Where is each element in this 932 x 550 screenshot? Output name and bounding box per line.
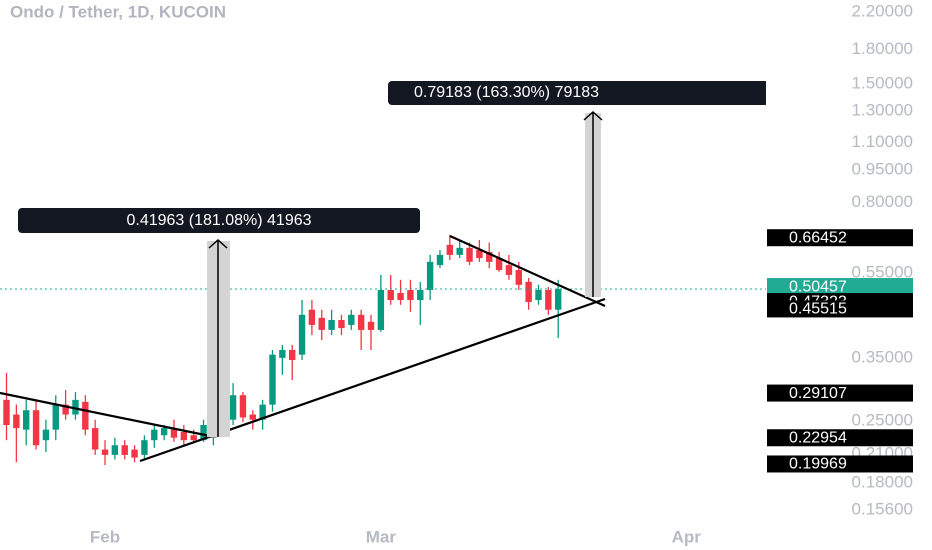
candle-body: [377, 289, 385, 330]
candle-body: [170, 428, 178, 438]
candle-body: [298, 314, 306, 355]
candle-body: [13, 414, 20, 429]
y-tick-label: 1.30000: [852, 100, 913, 119]
plot-area: [0, 234, 766, 466]
candle-body: [456, 247, 463, 255]
candle-body: [308, 309, 316, 325]
candle-body: [338, 320, 345, 329]
y-tick-label: 0.35000: [852, 347, 913, 366]
measure-label: 0.41963 (181.08%) 41963: [18, 208, 420, 233]
price-label-box: [767, 429, 913, 447]
candle-body: [3, 399, 10, 425]
candle-body: [436, 254, 444, 266]
y-tick-label: 0.95000: [852, 159, 913, 178]
measure-label: 0.79183 (163.30%) 79183: [388, 81, 766, 105]
candle-body: [82, 401, 89, 430]
candle-body: [505, 265, 513, 275]
last-price-label: 0.50457: [789, 278, 847, 295]
candle-body: [180, 432, 188, 441]
candle-body: [288, 349, 296, 361]
price-label: 0.66452: [789, 229, 847, 246]
candle-body: [426, 261, 434, 290]
measure-tool: [207, 110, 603, 437]
label-box: [388, 81, 766, 105]
y-tick-label: 2.20000: [852, 1, 913, 20]
candle-body: [32, 410, 40, 446]
axes: 2.20000 1.80000 1.50000 1.30000 1.10000 0.950…: [90, 1, 913, 546]
candle-body: [259, 404, 266, 420]
candle-body: [357, 314, 365, 330]
candle-body: [42, 429, 50, 441]
y-tick-label: 0.15600: [852, 499, 913, 518]
candle-body: [328, 320, 335, 330]
price-label: 0.19969: [789, 456, 847, 473]
arrow-head: [208, 238, 228, 249]
x-tick-label: Apr: [672, 527, 702, 546]
y-tick-label: 0.25000: [852, 411, 913, 430]
y-tick-label: 1.10000: [852, 132, 913, 151]
y-tick-label: 0.80000: [852, 192, 913, 211]
candle-body: [407, 289, 414, 301]
y-tick-label: 1.50000: [852, 73, 913, 92]
price-label-box: [767, 229, 913, 247]
candle-body: [111, 445, 119, 455]
label-box: [18, 208, 420, 233]
price-label: 0.45515: [789, 301, 847, 318]
candle-body: [131, 449, 138, 458]
price-label-box: [767, 300, 913, 318]
price-label: 0.29107: [789, 385, 847, 402]
candle-body: [525, 281, 532, 302]
candle-body: [367, 321, 375, 330]
candle-body: [121, 445, 128, 455]
candle-body: [249, 414, 256, 420]
x-tick-label: Feb: [90, 527, 120, 546]
candle-body: [387, 289, 394, 301]
candle-body: [486, 252, 493, 262]
candle-body: [62, 404, 69, 415]
candle-body: [279, 349, 286, 358]
candle-body: [91, 428, 99, 450]
candle-body: [466, 247, 473, 262]
candle-body: [269, 354, 276, 405]
measure-text: 0.79183 (163.30%) 79183: [414, 84, 599, 101]
candle-body: [72, 399, 79, 415]
candle-body: [417, 289, 424, 301]
y-tick-label: 1.80000: [852, 39, 913, 58]
candle-body: [190, 435, 197, 441]
x-tick-label: Mar: [366, 527, 397, 546]
candle-body: [515, 270, 522, 285]
candle-body: [397, 293, 404, 301]
candle-body: [200, 424, 207, 441]
measure-text: 0.41963 (181.08%) 41963: [126, 212, 311, 229]
price-label-box: [767, 384, 913, 402]
candle-body: [318, 317, 325, 330]
y-tick-label: 0.18000: [852, 472, 913, 491]
candle-body: [545, 289, 552, 310]
candle-body: [446, 244, 454, 255]
candle-body: [239, 395, 247, 418]
candle-body: [160, 428, 168, 436]
price-label-box: [767, 455, 913, 473]
price-label: 0.22954: [789, 429, 847, 446]
candle-body: [141, 440, 148, 455]
candle-body: [151, 429, 158, 441]
candle-body: [535, 289, 542, 301]
candle-body: [229, 395, 237, 420]
trendline: [0, 391, 211, 438]
arrow-head: [583, 110, 603, 121]
candle-body: [348, 314, 355, 325]
candle-body: [23, 410, 30, 430]
y-tick-label: 0.55000: [852, 262, 913, 281]
trendline: [449, 234, 606, 308]
candle-body: [52, 404, 59, 430]
candle-body: [101, 449, 109, 455]
candle-body: [495, 258, 503, 271]
candle-body: [554, 289, 562, 310]
chart-title: Ondo / Tether, 1D, KUCOIN: [10, 2, 226, 21]
candle-body: [476, 249, 483, 259]
